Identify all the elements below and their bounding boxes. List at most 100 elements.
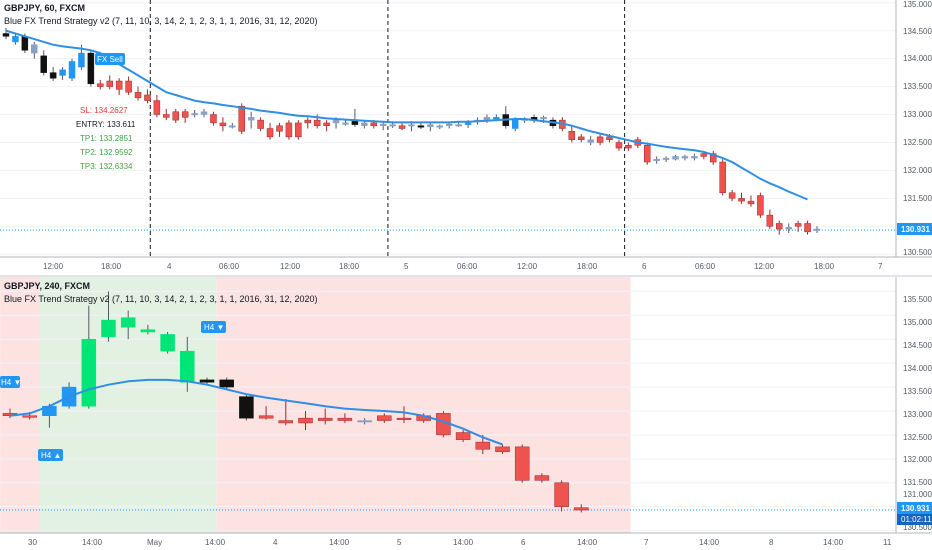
candle: [643, 142, 651, 165]
top-time-axis[interactable]: 12:00 18:00 4 06:00 12:00 18:00 5 06:00 …: [0, 256, 932, 271]
candle-body: [475, 441, 491, 450]
candle-body: [87, 52, 95, 85]
bottom-y-tick: 135.000: [903, 318, 932, 327]
top-grid: [0, 2, 896, 255]
candle-body: [81, 338, 97, 407]
candle-body: [97, 83, 104, 87]
bottom-x-tick: 5: [397, 538, 402, 547]
candle-body: [115, 80, 123, 90]
candle: [728, 189, 736, 202]
bottom-x-tick: 14:00: [205, 538, 226, 547]
candle-body: [436, 125, 444, 128]
candle: [239, 394, 254, 421]
candle: [455, 430, 471, 443]
candle-body: [776, 223, 783, 230]
bottom-indicator-title: Blue FX Trend Strategy v2 (7, 11, 10, 3,…: [4, 294, 318, 304]
candle: [427, 122, 434, 132]
candle-body: [662, 157, 670, 160]
candle-body: [408, 124, 415, 127]
top-price-axis[interactable]: 135.000 134.500 134.000 133.500 133.000 …: [895, 0, 932, 257]
candle: [514, 444, 530, 483]
candle-body: [691, 156, 698, 159]
fx-sell-badge-bg: [95, 53, 125, 65]
candle-body: [120, 317, 136, 328]
candle-body: [813, 228, 821, 231]
candle-body: [700, 153, 708, 157]
candle-body: [766, 214, 774, 227]
candle: [191, 110, 198, 118]
candle-body: [134, 91, 142, 99]
candle: [361, 121, 368, 129]
candle-body: [153, 100, 161, 115]
candle-body: [747, 200, 755, 205]
candle: [436, 410, 451, 438]
candle-body: [59, 69, 66, 76]
bottom-y-tick: 134.000: [903, 364, 932, 373]
candle-body: [172, 111, 179, 121]
candle-body: [219, 379, 234, 388]
candle: [200, 108, 208, 118]
candle-body: [163, 114, 170, 118]
candle: [160, 332, 175, 354]
candle-body: [285, 122, 293, 138]
candle: [323, 120, 330, 132]
candle-body: [342, 122, 349, 125]
candle-body: [68, 61, 76, 79]
candle-body: [298, 417, 313, 424]
bottom-symbol-title: GBPJPY, 240, FXCM: [4, 281, 90, 291]
top-x-tick: 12:00: [754, 262, 775, 271]
candle: [2, 27, 10, 40]
candle: [266, 122, 274, 140]
candle: [12, 33, 19, 45]
candle-body: [191, 113, 198, 116]
pane-divider[interactable]: [0, 275, 932, 277]
candle-body: [22, 415, 37, 418]
candle-body: [31, 44, 38, 54]
candle-body: [49, 72, 57, 79]
candle-body: [323, 122, 330, 126]
bottom-pane-4h[interactable]: GBPJPY, 240, FXCM Blue FX Trend Strategy…: [0, 277, 932, 547]
candle: [351, 108, 359, 127]
candle-body: [574, 507, 589, 511]
candle: [596, 134, 604, 146]
candle-body: [144, 94, 151, 101]
top-x-tick: 06:00: [457, 262, 478, 271]
candle: [97, 79, 104, 90]
candle: [144, 89, 151, 104]
fx-sell-badge-label: FX Sell: [97, 55, 123, 64]
top-pane-1h[interactable]: GBPJPY, 60, FXCM Blue FX Trend Strategy …: [0, 0, 932, 271]
candle-body: [606, 136, 613, 140]
candle: [794, 220, 802, 232]
candle-body: [361, 122, 368, 126]
candle-body: [554, 482, 569, 507]
candle-body: [313, 119, 321, 126]
candle-body: [258, 415, 274, 419]
candle: [40, 50, 47, 76]
candle-body: [239, 396, 254, 419]
candle-body: [12, 36, 19, 43]
bottom-time-axis[interactable]: 30 14:00 May 14:00 4 14:00 5 14:00 6 14:…: [0, 532, 932, 547]
bottom-y-tick: 131.000: [903, 490, 932, 499]
candle: [568, 125, 576, 143]
bottom-x-tick: 4: [273, 538, 278, 547]
h4-badge-up-bg: [38, 449, 63, 461]
top-y-tick: 134.000: [903, 54, 932, 63]
candle: [115, 78, 123, 95]
candle: [181, 108, 189, 123]
candle-body: [78, 52, 85, 68]
bottom-x-tick: 14:00: [329, 538, 350, 547]
h4-badge-left: H4 ▼: [0, 376, 21, 388]
candle: [445, 122, 453, 129]
candle-body: [511, 119, 519, 129]
bottom-price-axis[interactable]: 135.500 135.000 134.500 134.000 133.500 …: [895, 277, 932, 533]
candle-body: [377, 415, 392, 421]
trade-levels: SL: 134.2627 ENTRY: 133.611 TP1: 133.285…: [76, 106, 136, 171]
candle: [258, 406, 274, 420]
top-plot-area[interactable]: [0, 0, 896, 257]
candle: [298, 410, 313, 431]
candle-body: [672, 156, 679, 160]
candle: [199, 377, 215, 385]
h4-badge-up-label: H4 ▲: [41, 451, 61, 460]
bottom-x-tick: 14:00: [699, 538, 720, 547]
